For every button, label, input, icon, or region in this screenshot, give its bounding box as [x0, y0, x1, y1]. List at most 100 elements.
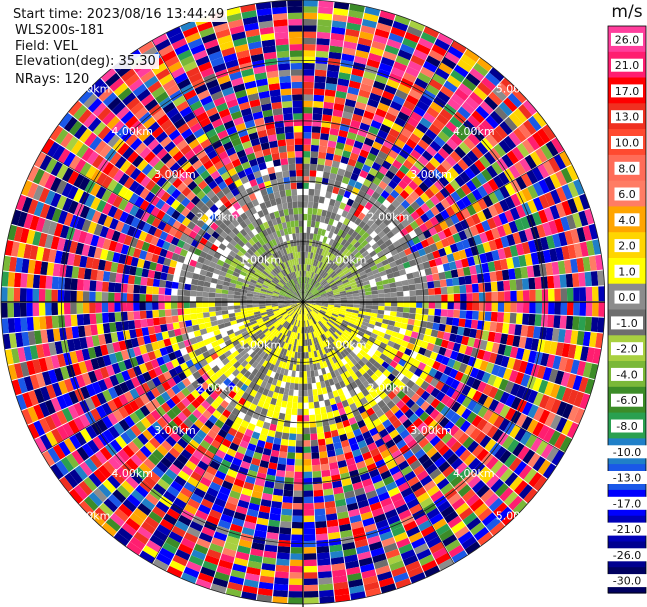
- velocity-cell: [336, 317, 344, 322]
- velocity-cell: [204, 419, 215, 430]
- velocity-cell: [266, 468, 277, 476]
- velocity-cell: [169, 336, 178, 345]
- velocity-cell: [451, 520, 466, 534]
- velocity-cell: [211, 256, 219, 264]
- velocity-cell: [379, 270, 387, 277]
- velocity-cell: [151, 143, 164, 156]
- velocity-cell: [7, 224, 18, 241]
- velocity-cell: [252, 353, 260, 361]
- velocity-cell: [346, 22, 361, 31]
- velocity-cell: [556, 401, 568, 417]
- velocity-cell: [389, 520, 403, 531]
- velocity-cell: [567, 198, 578, 214]
- velocity-cell: [211, 340, 219, 348]
- velocity-cell: [512, 256, 521, 268]
- velocity-cell: [285, 315, 291, 321]
- velocity-cell: [358, 288, 366, 293]
- velocity-cell: [79, 414, 91, 428]
- velocity-cell: [109, 152, 122, 166]
- velocity-cell: [152, 558, 169, 572]
- velocity-cell: [294, 471, 303, 479]
- velocity-cell: [347, 228, 355, 236]
- velocity-cell: [303, 195, 309, 202]
- velocity-cell: [29, 345, 39, 360]
- velocity-cell: [229, 398, 238, 408]
- velocity-cell: [56, 425, 69, 441]
- velocity-cell: [421, 134, 434, 146]
- velocity-cell: [326, 224, 333, 232]
- velocity-cell: [228, 365, 237, 374]
- velocity-cell: [291, 311, 296, 318]
- velocity-cell: [147, 138, 160, 151]
- velocity-cell: [240, 302, 247, 306]
- velocity-cell: [34, 437, 47, 453]
- velocity-cell: [442, 332, 451, 341]
- velocity-cell: [322, 236, 328, 244]
- velocity-cell: [285, 323, 291, 330]
- velocity-cell: [332, 14, 348, 23]
- velocity-cell: [340, 59, 354, 68]
- velocity-cell: [102, 162, 115, 176]
- velocity-cell: [38, 302, 46, 316]
- velocity-cell: [228, 390, 237, 399]
- velocity-cell: [251, 253, 259, 260]
- velocity-cell: [327, 525, 340, 534]
- velocity-cell: [98, 87, 113, 102]
- velocity-cell: [525, 434, 538, 449]
- velocity-cell: [209, 287, 216, 293]
- velocity-cell: [240, 295, 247, 299]
- velocity-cell: [542, 463, 557, 479]
- velocity-cell: [327, 64, 340, 72]
- velocity-cell: [543, 207, 555, 222]
- velocity-cell: [391, 449, 403, 460]
- velocity-cell: [298, 390, 303, 397]
- velocity-cell: [187, 498, 201, 510]
- velocity-cell: [392, 20, 409, 32]
- velocity-cell: [260, 499, 272, 508]
- velocity-cell: [246, 302, 253, 305]
- velocity-cell: [345, 457, 356, 466]
- velocity-cell: [303, 572, 318, 579]
- velocity-cell: [416, 492, 430, 504]
- velocity-cell: [275, 425, 284, 433]
- velocity-cell: [348, 80, 361, 90]
- velocity-cell: [570, 228, 580, 244]
- velocity-cell: [304, 327, 307, 334]
- velocity-cell: [377, 443, 388, 454]
- velocity-cell: [141, 241, 151, 252]
- velocity-cell: [190, 284, 198, 291]
- velocity-cell: [497, 281, 504, 292]
- velocity-cell: [315, 50, 329, 58]
- velocity-cell: [216, 338, 225, 345]
- velocity-cell: [346, 566, 361, 576]
- velocity-cell: [321, 348, 326, 355]
- velocity-cell: [68, 100, 83, 116]
- velocity-cell: [505, 407, 516, 421]
- velocity-cell: [378, 62, 393, 73]
- velocity-cell: [240, 360, 249, 368]
- velocity-cell: [269, 316, 276, 321]
- velocity-cell: [280, 514, 292, 522]
- velocity-cell: [307, 306, 312, 312]
- velocity-cell: [361, 164, 372, 173]
- velocity-cell: [352, 526, 365, 536]
- velocity-cell: [351, 230, 359, 239]
- velocity-cell: [364, 436, 375, 446]
- velocity-cell: [2, 333, 11, 350]
- velocity-cell: [466, 411, 478, 424]
- velocity-cell: [317, 432, 325, 440]
- velocity-cell: [456, 199, 467, 211]
- velocity-cell: [310, 151, 319, 158]
- velocity-cell: [269, 384, 276, 392]
- velocity-cell: [491, 364, 501, 376]
- velocity-cell: [207, 266, 215, 273]
- velocity-cell: [58, 441, 71, 457]
- velocity-cell: [107, 96, 122, 111]
- velocity-cell: [506, 257, 515, 269]
- velocity-cell: [318, 374, 325, 382]
- velocity-cell: [392, 159, 403, 170]
- velocity-cell: [337, 270, 344, 276]
- velocity-cell: [552, 233, 562, 248]
- velocity-cell: [455, 462, 468, 475]
- velocity-cell: [248, 238, 256, 246]
